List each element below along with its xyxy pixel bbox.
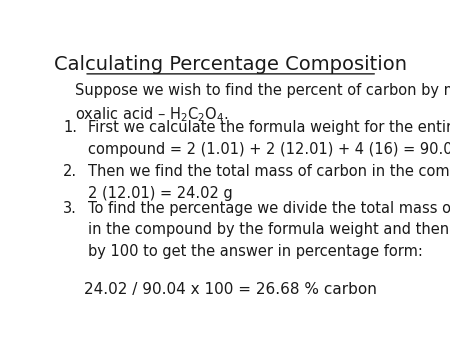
Text: Then we find the total mass of carbon in the compound =: Then we find the total mass of carbon in… bbox=[88, 164, 450, 179]
Text: 2 (12.01) = 24.02 g: 2 (12.01) = 24.02 g bbox=[88, 186, 232, 201]
Text: 24.02 / 90.04 x 100 = 26.68 % carbon: 24.02 / 90.04 x 100 = 26.68 % carbon bbox=[84, 282, 377, 297]
Text: in the compound by the formula weight and then multiply: in the compound by the formula weight an… bbox=[88, 222, 450, 237]
Text: First we calculate the formula weight for the entire: First we calculate the formula weight fo… bbox=[88, 120, 450, 135]
Text: 2.: 2. bbox=[63, 164, 77, 179]
Text: by 100 to get the answer in percentage form:: by 100 to get the answer in percentage f… bbox=[88, 244, 423, 259]
Text: compound = 2 (1.01) + 2 (12.01) + 4 (16) = 90.04 grams: compound = 2 (1.01) + 2 (12.01) + 4 (16)… bbox=[88, 142, 450, 156]
Text: oxalic acid – H$_2$C$_2$O$_4$.: oxalic acid – H$_2$C$_2$O$_4$. bbox=[76, 105, 229, 124]
Text: To find the percentage we divide the total mass of carbon: To find the percentage we divide the tot… bbox=[88, 201, 450, 216]
Text: Suppose we wish to find the percent of carbon by mass in: Suppose we wish to find the percent of c… bbox=[76, 83, 450, 98]
Text: Calculating Percentage Composition: Calculating Percentage Composition bbox=[54, 55, 407, 74]
Text: 3.: 3. bbox=[63, 201, 77, 216]
Text: 1.: 1. bbox=[63, 120, 77, 135]
